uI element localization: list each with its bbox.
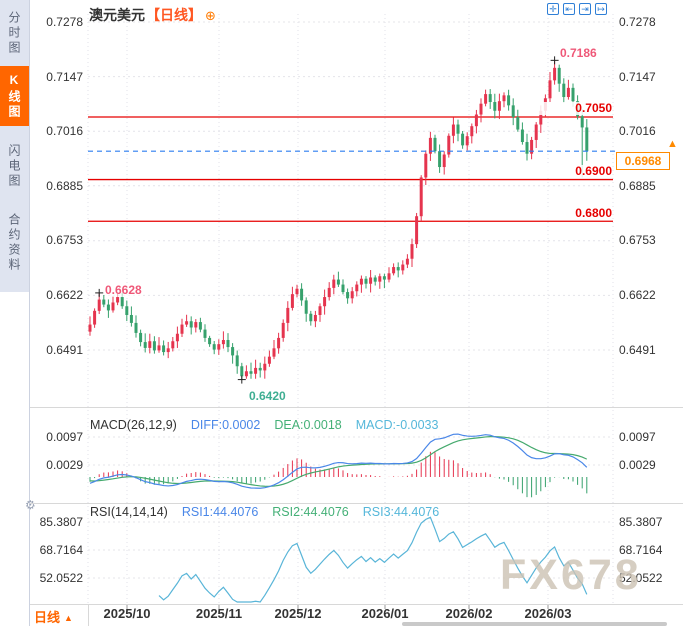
- gear-icon[interactable]: ⚙: [25, 498, 36, 512]
- zoom-out-icon[interactable]: ⇤: [563, 3, 575, 15]
- macd-axis-label: 0.0097: [619, 430, 656, 444]
- footer-cell-divider: [88, 604, 89, 626]
- y-axis-label: 0.6491: [619, 343, 656, 357]
- y-axis-label: 0.6753: [46, 233, 83, 247]
- sidebar-item-contract-info[interactable]: 合约资料: [0, 204, 29, 282]
- sidebar-item-lightning-chart[interactable]: 闪电图: [0, 136, 29, 196]
- x-axis-date: 2025/12: [274, 606, 322, 621]
- macd-header: MACD(26,12,9) DIFF:0.0002 DEA:0.0018 MAC…: [90, 418, 438, 432]
- panel-divider: [30, 604, 683, 605]
- price-up-arrow-icon: ▲: [667, 138, 678, 150]
- swing-high-label: 0.6628: [105, 283, 142, 297]
- scroll-right-icon[interactable]: ↦: [595, 3, 607, 15]
- rsi2-value: RSI2:44.4076: [272, 505, 349, 519]
- macd-diff-value: DIFF:0.0002: [190, 418, 261, 432]
- y-axis-label: 0.7147: [619, 70, 656, 84]
- sidebar-item-kline-chart[interactable]: K线图: [0, 66, 29, 126]
- y-axis-label: 0.6622: [46, 288, 83, 302]
- rsi-axis-label: 85.3807: [619, 515, 663, 529]
- x-axis-date: 2026/01: [361, 606, 409, 621]
- panel-divider: [30, 407, 683, 408]
- rsi3-value: RSI3:44.4076: [362, 505, 440, 519]
- y-axis-label: 0.7278: [46, 15, 83, 29]
- period-selector[interactable]: 日线 ▲: [34, 607, 73, 626]
- y-axis-label: 0.6885: [46, 179, 83, 193]
- y-axis-label: 0.7278: [619, 15, 656, 29]
- y-axis-label: 0.6753: [619, 233, 656, 247]
- panel-divider: [30, 503, 683, 504]
- chart-title: 澳元美元【日线】 ⊕: [89, 5, 216, 25]
- period-selector-label: 日线: [34, 610, 61, 625]
- rsi-axis-label: 52.0522: [619, 571, 663, 585]
- sidebar: 分时图 K线图 闪电图 合约资料 ⚙: [0, 0, 36, 626]
- support-level-label: 0.6800: [520, 207, 612, 220]
- sidebar-item-label: 分时图: [7, 10, 21, 56]
- y-axis-label: 0.6885: [619, 179, 656, 193]
- macd-dea-value: DEA:0.0018: [274, 418, 342, 432]
- support-level-label: 0.6900: [520, 165, 612, 178]
- rsi-axis-label: 52.0522: [39, 571, 83, 585]
- horizontal-scrollbar[interactable]: [402, 622, 667, 626]
- pan-tool-icon[interactable]: ✛: [547, 3, 559, 15]
- chevron-up-icon: ▲: [64, 613, 73, 623]
- rsi1-value: RSI1:44.4076: [181, 505, 259, 519]
- y-axis-label: 0.7016: [619, 124, 656, 138]
- macd-axis-label: 0.0097: [46, 430, 83, 444]
- rsi-axis-label: 68.7164: [39, 543, 83, 557]
- x-axis-date: 2025/10: [103, 606, 151, 621]
- sidebar-item-label: 合约资料: [7, 213, 21, 273]
- swing-high-label: 0.7186: [560, 46, 597, 60]
- macd-axis-label: 0.0029: [46, 458, 83, 472]
- swing-low-label: 0.6420: [249, 389, 286, 403]
- rsi-params: RSI(14,14,14): [90, 505, 168, 519]
- resistance-level-label: 0.7050: [520, 102, 612, 115]
- x-axis-date: 2026/02: [445, 606, 493, 621]
- rsi-header: RSI(14,14,14) RSI1:44.4076 RSI2:44.4076 …: [90, 505, 439, 519]
- macd-hist-value: MACD:-0.0033: [355, 418, 439, 432]
- rsi-axis-label: 85.3807: [39, 515, 83, 529]
- instrument-name: 澳元美元: [89, 7, 145, 23]
- chart-toolbar: ✛ ⇤ ⇥ ↦: [547, 3, 607, 15]
- sidebar-item-label: K线图: [7, 72, 21, 120]
- x-axis-date: 2025/11: [195, 606, 243, 621]
- current-price-tag: 0.6968: [616, 152, 670, 170]
- sidebar-background: [0, 0, 29, 292]
- add-indicator-icon[interactable]: ⊕: [205, 8, 216, 23]
- rsi-axis-label: 68.7164: [619, 543, 663, 557]
- macd-axis-label: 0.0029: [619, 458, 656, 472]
- y-axis-label: 0.7147: [46, 70, 83, 84]
- sidebar-item-label: 闪电图: [7, 143, 21, 189]
- y-axis-label: 0.6491: [46, 343, 83, 357]
- x-axis-date: 2026/03: [524, 606, 572, 621]
- sidebar-item-time-chart[interactable]: 分时图: [0, 4, 29, 62]
- period-tag: 【日线】: [146, 7, 202, 23]
- macd-params: MACD(26,12,9): [90, 418, 177, 432]
- y-axis-label: 0.6622: [619, 288, 656, 302]
- y-axis-label: 0.7016: [46, 124, 83, 138]
- zoom-in-icon[interactable]: ⇥: [579, 3, 591, 15]
